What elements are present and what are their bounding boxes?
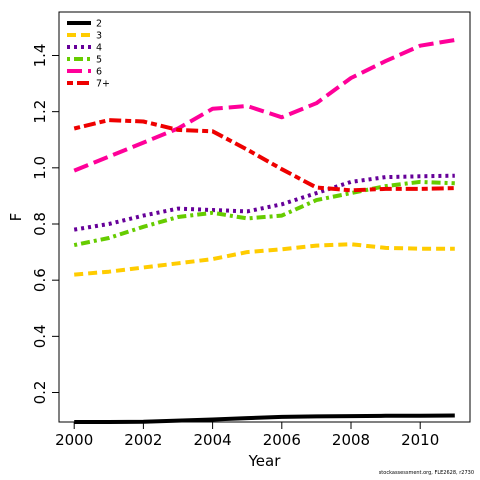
series-line-6 — [73, 38, 456, 173]
series-line-5 — [73, 179, 455, 248]
x-tick-label: 2002 — [124, 431, 162, 449]
x-tick-label: 2004 — [194, 431, 232, 449]
y-tick-label: 1.4 — [31, 44, 49, 68]
legend-label: 2 — [96, 19, 102, 30]
series-line-2 — [74, 413, 455, 424]
legend-label: 5 — [96, 55, 102, 66]
legend-label: 3 — [96, 31, 102, 42]
y-axis-title: F — [7, 213, 25, 222]
legend-label: 4 — [96, 43, 102, 54]
x-tick-label: 2006 — [263, 431, 301, 449]
y-tick-label: 1.0 — [31, 156, 49, 180]
series-layer — [73, 38, 456, 424]
legend-label: 6 — [96, 67, 102, 78]
y-tick-label: 0.6 — [31, 268, 49, 292]
x-tick-label: 2008 — [332, 431, 370, 449]
series-line-3 — [74, 242, 455, 277]
plot-frame — [58, 11, 471, 423]
series-line-7plus — [73, 118, 455, 193]
y-tick-label: 0.4 — [31, 324, 49, 348]
y-tick-label: 0.2 — [31, 381, 49, 405]
x-tick-label: 2000 — [55, 431, 93, 449]
x-axis-title: Year — [248, 452, 282, 470]
legend-label: 7+ — [96, 79, 110, 90]
footer-credit: stockassessment.org, FLE2628, r2730 — [378, 470, 474, 476]
y-tick-label: 1.2 — [31, 100, 49, 124]
plot-area — [58, 11, 471, 423]
y-tick-label: 0.8 — [31, 212, 49, 236]
x-tick-label: 2010 — [401, 431, 439, 449]
series-line-4 — [73, 173, 455, 232]
axes-layer: 2000 2002 2004 2006 2008 2010 0.2 0.4 0.6 0.8 1.0 1… — [31, 44, 439, 449]
